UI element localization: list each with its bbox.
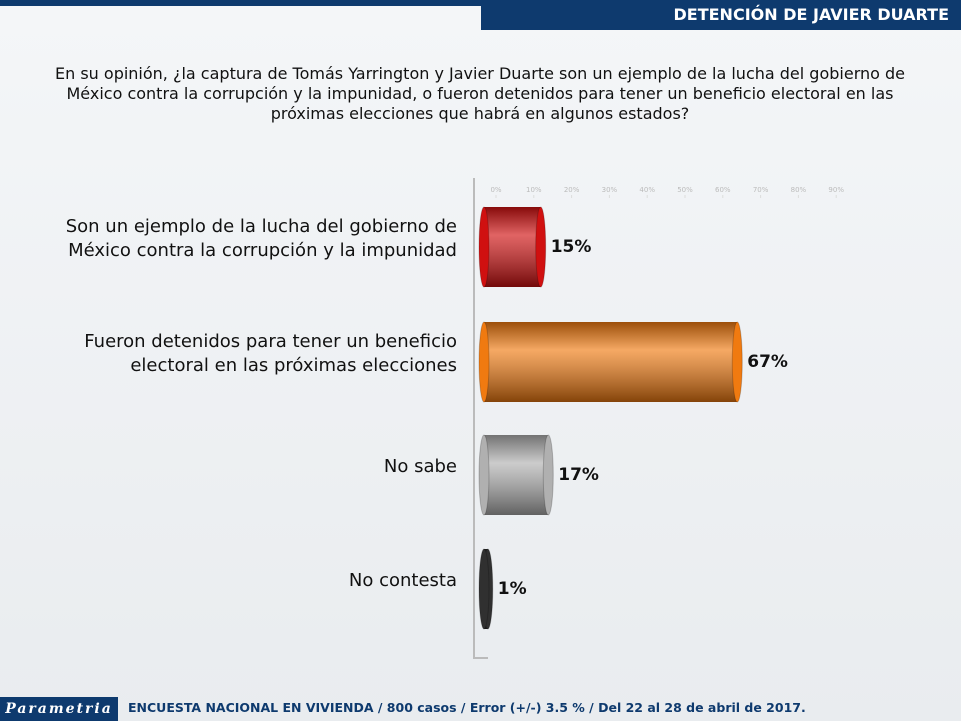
x-tick-label: 80% — [791, 186, 807, 194]
x-tick-label: 90% — [828, 186, 844, 194]
chart-title: En su opinión, ¿la captura de Tomás Yarr… — [55, 64, 905, 123]
value-label: 1% — [498, 579, 527, 599]
bar-cap — [542, 434, 554, 516]
bar-shade — [484, 322, 738, 402]
footer: ENCUESTA NACIONAL EN VIVIENDA / 800 caso… — [128, 700, 806, 715]
header: DETENCIÓN DE JAVIER DUARTE — [481, 0, 961, 30]
axis — [473, 178, 488, 659]
bar-base — [478, 321, 490, 403]
category-label: No contesta — [348, 570, 457, 591]
category-label: No sabe — [383, 456, 457, 477]
bar-cap — [535, 206, 547, 288]
x-tick-label: 70% — [753, 186, 769, 194]
category-label: Fueron detenidos para tener un beneficio… — [84, 331, 457, 376]
bar-cap — [731, 321, 743, 403]
category-label: Son un ejemplo de la lucha del gobierno … — [65, 216, 457, 261]
value-label: 67% — [747, 352, 788, 372]
bar-shade — [484, 435, 549, 515]
top-strip — [0, 0, 961, 6]
x-tick-label: 10% — [526, 186, 542, 194]
x-tick-label: 40% — [639, 186, 655, 194]
x-tick-label: 60% — [715, 186, 731, 194]
x-tick-label: 20% — [564, 186, 580, 194]
bar-base — [478, 434, 490, 516]
x-tick-label: 30% — [602, 186, 618, 194]
bar-shade — [484, 207, 541, 287]
bar-base — [478, 206, 490, 288]
bar-base — [478, 548, 490, 630]
value-label: 15% — [551, 237, 592, 257]
x-tick-label: 0% — [490, 186, 501, 194]
x-tick-label: 50% — [677, 186, 693, 194]
brand: Parametria — [0, 697, 118, 721]
value-label: 17% — [558, 465, 599, 485]
